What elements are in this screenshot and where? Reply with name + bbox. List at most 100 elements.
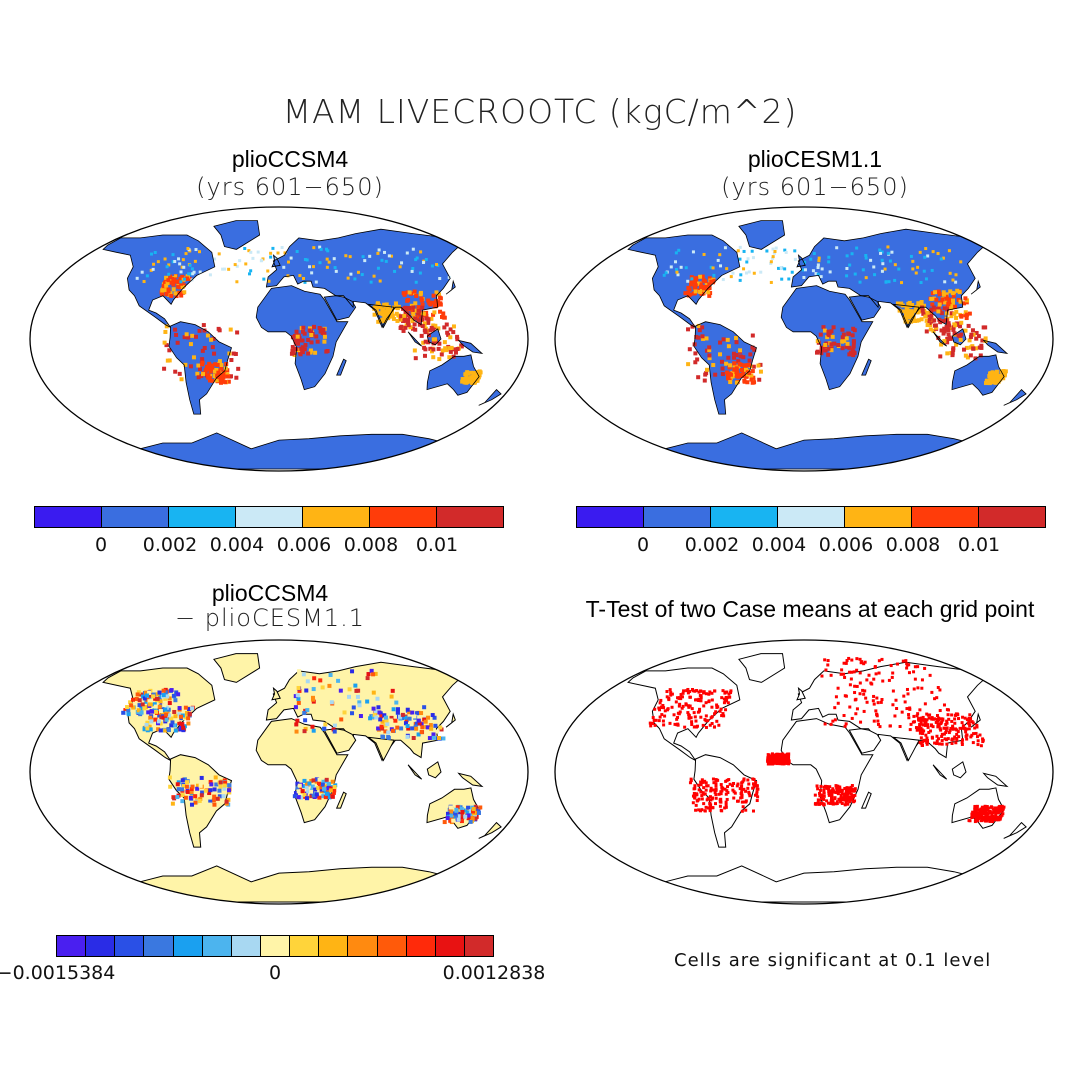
significant-cell [932,717,936,721]
significant-cell [975,805,979,809]
grid-cell [420,318,425,323]
grid-cell [436,326,441,331]
grid-cell [182,265,186,269]
significant-cell [724,690,728,694]
significant-cell [965,737,969,741]
grid-cell [738,245,742,249]
grid-cell [148,715,153,720]
significant-cell [786,756,790,760]
significant-cell [896,662,900,666]
grid-cell [170,801,175,806]
significant-cell [835,789,839,793]
significant-cell [982,812,986,816]
grid-cell [376,319,381,324]
grid-cell [176,284,181,289]
grid-cell [306,789,311,794]
grid-cell [467,377,472,382]
grid-cell [954,309,959,314]
grid-cell [266,269,270,273]
grid-cell [934,325,939,330]
significant-cell [1001,812,1005,816]
significant-cell [684,703,688,707]
significant-cell [916,665,920,669]
grid-cell [734,353,739,358]
significant-cell [687,705,691,709]
significant-cell [936,686,940,690]
grid-cell [387,254,391,258]
significant-cell [827,792,831,796]
significant-cell [665,695,669,699]
grid-cell [390,728,395,733]
land-madagascar [336,359,347,376]
significant-cell [943,726,947,730]
grid-cell [451,347,456,352]
significant-cell [766,757,770,761]
land-newguinea [458,340,482,354]
grid-cell [190,267,194,271]
grid-cell [974,346,979,351]
grid-cell [377,248,381,252]
significant-cell [829,799,833,803]
grid-cell [158,728,163,733]
grid-cell [742,379,747,384]
grid-cell [411,326,416,331]
significant-cell [755,787,759,791]
grid-cell [723,246,727,250]
significant-cell [848,705,852,709]
significant-cell [957,735,961,739]
grid-cell [271,246,275,250]
grid-cell [749,373,754,378]
significant-cell [1002,805,1006,809]
grid-cell [994,372,999,377]
grid-cell [864,254,868,258]
significant-cell [975,725,979,729]
grid-cell [212,351,217,356]
significant-cell [826,663,830,667]
grid-cell [993,380,998,385]
panel3-title: plioCCSM4 [211,580,329,606]
grid-cell [942,306,947,311]
grid-cell [823,342,828,347]
grid-cell [815,349,820,354]
grid-cell [218,780,223,785]
significant-cell [711,806,715,810]
grid-cell [686,362,691,367]
grid-cell [197,798,202,803]
grid-cell [835,246,839,250]
grid-cell [936,252,940,256]
grid-cell [383,729,388,734]
grid-cell [305,708,310,713]
grid-cell [152,702,157,707]
grid-cell [309,794,314,799]
grid-cell [269,251,273,255]
colorbar-swatch [57,936,87,956]
significant-cell [830,794,834,798]
grid-cell [840,335,845,340]
grid-cell [163,690,168,695]
grid-cell [298,338,303,343]
grid-cell [459,812,464,817]
grid-cell [817,256,821,260]
grid-cell [463,814,468,819]
grid-cell [347,694,352,699]
significant-cell [780,762,784,766]
significant-cell [698,709,702,713]
grid-cell [210,345,215,350]
grid-cell [442,325,447,330]
significant-cell [714,784,718,788]
grid-cell [845,266,849,270]
significant-cell [660,705,664,709]
significant-cell [697,808,701,812]
grid-cell [322,339,327,344]
grid-cell [416,732,421,737]
grid-cell [895,301,900,306]
grid-cell [929,307,934,312]
cb1-tick-4: 0.008 [343,534,399,556]
grid-cell [167,272,171,276]
grid-cell [297,669,302,674]
significant-cell [715,705,719,709]
grid-cell [731,371,736,376]
grid-cell [734,380,739,385]
grid-cell [225,374,230,379]
grid-cell [704,336,709,341]
